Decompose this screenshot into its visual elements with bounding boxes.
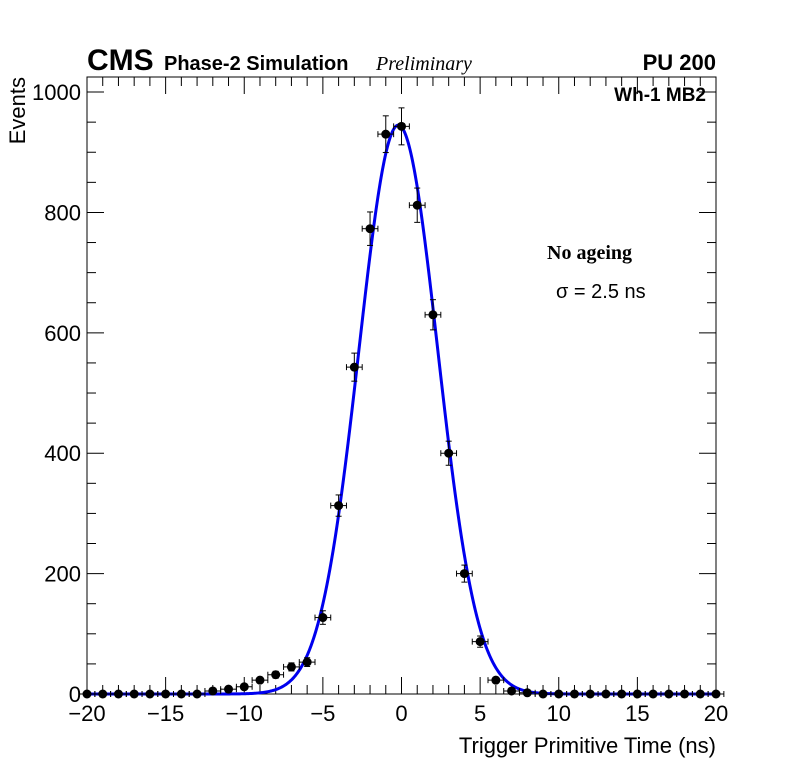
data-marker [680,689,690,699]
data-marker [239,682,249,692]
data-marker [98,689,108,699]
data-point [440,440,458,466]
x-tick-label: −5 [310,701,335,726]
chamber-label: Wh-1 MB2 [614,85,706,106]
data-marker [129,689,139,699]
data-marker [711,689,721,699]
data-marker [648,689,658,699]
data-marker [255,675,265,685]
data-marker [192,689,202,699]
y-tick-label: 400 [44,441,81,466]
data-marker [397,121,406,131]
data-point [424,299,442,331]
data-marker [664,689,674,699]
data-marker [507,686,517,696]
data-marker [334,501,344,511]
y-tick-label: 200 [44,562,81,587]
data-point [314,610,332,625]
x-tick-label: −15 [147,701,184,726]
data-point [220,684,237,694]
x-tick-label: 15 [625,701,649,726]
data-point [361,211,379,246]
data-point [487,675,505,685]
data-marker [444,448,454,458]
data-marker [161,689,171,699]
data-marker [318,613,328,623]
data-marker [286,662,296,672]
data-marker [522,688,532,698]
data-marker [365,224,375,234]
data-point [408,187,426,223]
data-marker [176,689,186,699]
x-tick-label: −10 [226,701,263,726]
data-marker [585,689,595,699]
y-tick-label: 800 [44,200,81,225]
data-point [188,689,206,699]
data-marker [224,684,234,694]
data-point [330,494,347,517]
data-marker [601,689,611,699]
resolution-label: σ = 2.5 ns [556,281,646,303]
data-marker [82,689,92,699]
data-point [503,686,520,696]
y-axis-title: Events [5,77,30,144]
data-marker [459,569,469,579]
data-point [629,689,646,699]
x-tick-label: 20 [704,701,728,726]
data-marker [302,657,312,667]
condition-label: No ageing [547,242,632,264]
status-label: Preliminary [375,53,472,75]
y-tick-label: 0 [69,682,81,707]
data-marker [617,689,627,699]
data-point [267,670,285,680]
data-marker [113,689,123,699]
experiment-label: CMS [87,44,154,77]
data-marker [271,670,281,680]
y-tick-label: 600 [44,321,81,346]
data-marker [569,689,579,699]
x-tick-label: 5 [474,701,486,726]
data-point [456,564,473,583]
data-point [283,662,300,672]
data-point [597,689,615,699]
data-marker [538,689,548,699]
data-marker [632,689,642,699]
data-point [235,682,253,692]
data-point [377,115,395,154]
data-point [393,107,410,146]
data-point [251,675,269,685]
data-point [471,635,489,648]
x-axis-title: Trigger Primitive Time (ns) [459,733,716,758]
data-marker [554,689,564,699]
subtitle-label: Phase-2 Simulation [164,53,349,75]
data-point [550,689,568,699]
data-marker [145,689,155,699]
data-point [345,352,363,382]
data-marker [491,675,501,685]
data-point [298,657,316,667]
data-marker [428,310,438,320]
pileup-label: PU 200 [643,50,716,75]
data-marker [695,689,705,699]
data-point [707,689,725,699]
x-tick-label: −20 [68,701,105,726]
data-point [518,688,536,698]
data-marker [208,686,218,696]
data-marker [381,129,391,139]
data-marker [475,637,485,647]
x-tick-label: 10 [547,701,571,726]
data-marker [349,362,359,372]
x-tick-label: 0 [395,701,407,726]
y-tick-label: 1000 [32,80,81,105]
data-marker [412,200,422,210]
